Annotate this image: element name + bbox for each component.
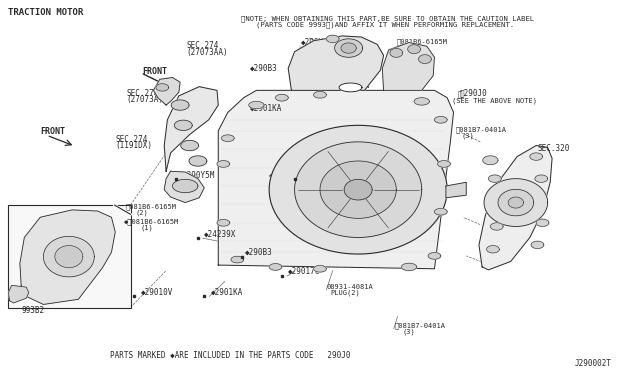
Polygon shape: [249, 102, 264, 109]
Text: (27073AA): (27073AA): [186, 48, 228, 57]
Polygon shape: [344, 179, 372, 200]
Polygon shape: [294, 142, 422, 237]
Text: (27073A): (27073A): [126, 95, 163, 104]
Text: (SEE THE ABOVE NOTE): (SEE THE ABOVE NOTE): [452, 97, 537, 104]
Text: ①081B6-6165M: ①081B6-6165M: [396, 39, 447, 45]
Polygon shape: [508, 197, 524, 208]
Text: ◆②081B6-6165M: ◆②081B6-6165M: [124, 218, 179, 225]
Polygon shape: [231, 256, 244, 263]
Text: FRONT: FRONT: [40, 127, 65, 137]
Polygon shape: [488, 175, 501, 182]
Text: (2): (2): [136, 210, 148, 216]
Text: 993B2: 993B2: [21, 307, 44, 315]
Polygon shape: [535, 175, 548, 182]
Polygon shape: [490, 223, 503, 230]
Text: ◆290B3: ◆290B3: [250, 64, 278, 73]
Polygon shape: [435, 116, 447, 123]
Text: ◆290Y6: ◆290Y6: [396, 193, 424, 202]
Text: ◆29017C: ◆29017C: [288, 267, 321, 276]
Polygon shape: [173, 179, 198, 193]
Text: ※: ※: [458, 90, 462, 99]
Polygon shape: [428, 253, 441, 259]
Text: 08931-4081A: 08931-4081A: [326, 284, 373, 290]
Polygon shape: [531, 241, 544, 248]
Polygon shape: [414, 98, 429, 105]
Text: ◆290Y5M: ◆290Y5M: [183, 170, 216, 179]
Polygon shape: [164, 87, 218, 171]
Polygon shape: [288, 36, 383, 90]
Polygon shape: [484, 179, 548, 227]
Text: ※290J0: ※290J0: [460, 88, 488, 97]
Polygon shape: [483, 156, 498, 165]
Polygon shape: [438, 161, 451, 167]
Polygon shape: [339, 83, 362, 92]
Text: J290002T: J290002T: [574, 359, 611, 368]
Polygon shape: [382, 42, 435, 90]
Polygon shape: [314, 266, 326, 272]
Polygon shape: [498, 189, 534, 216]
Polygon shape: [435, 208, 447, 215]
Text: ◆29010V: ◆29010V: [141, 287, 173, 296]
Polygon shape: [326, 35, 339, 42]
Text: (3): (3): [403, 328, 415, 335]
Polygon shape: [408, 45, 420, 54]
Polygon shape: [217, 161, 230, 167]
Polygon shape: [8, 285, 29, 303]
Text: PLUG(2): PLUG(2): [330, 290, 360, 296]
Polygon shape: [335, 39, 363, 57]
FancyBboxPatch shape: [8, 205, 131, 308]
Polygon shape: [446, 182, 467, 198]
Polygon shape: [269, 264, 282, 270]
Polygon shape: [341, 43, 356, 53]
Polygon shape: [401, 263, 417, 270]
Polygon shape: [164, 171, 204, 202]
Text: PARTS MARKED ◆ARE INCLUDED IN THE PARTS CODE   290J0: PARTS MARKED ◆ARE INCLUDED IN THE PARTS …: [110, 351, 351, 360]
Polygon shape: [20, 210, 115, 304]
Polygon shape: [154, 77, 180, 105]
Text: SEC.320: SEC.320: [538, 144, 570, 153]
Polygon shape: [44, 236, 94, 277]
Text: ②081B7-0401A: ②081B7-0401A: [456, 126, 507, 133]
Polygon shape: [530, 153, 543, 160]
Text: SEC.274: SEC.274: [115, 135, 148, 144]
Polygon shape: [175, 120, 192, 131]
Text: ◆2901KA: ◆2901KA: [250, 103, 282, 112]
Polygon shape: [156, 84, 169, 91]
Polygon shape: [172, 100, 189, 110]
Text: SEC.274: SEC.274: [186, 41, 219, 50]
Text: (2): (2): [406, 46, 419, 52]
Polygon shape: [479, 145, 552, 270]
Polygon shape: [269, 125, 447, 254]
Polygon shape: [221, 135, 234, 141]
Text: ◆2901KA: ◆2901KA: [211, 287, 243, 296]
Polygon shape: [217, 219, 230, 226]
Text: ②081B6-6165M: ②081B6-6165M: [126, 203, 177, 210]
Polygon shape: [189, 156, 207, 166]
Text: ◆290Y6M: ◆290Y6M: [301, 38, 333, 47]
Text: FRONT: FRONT: [142, 67, 167, 76]
Polygon shape: [390, 48, 403, 57]
Text: (PARTS CODE 9993①)AND AFFIX IT WHEN PERFORMING REPLACEMENT.: (PARTS CODE 9993①)AND AFFIX IT WHEN PERF…: [257, 21, 515, 28]
Text: ◆290Y6N: ◆290Y6N: [338, 80, 370, 89]
Polygon shape: [320, 161, 396, 218]
Text: TRACTION MOTOR: TRACTION MOTOR: [8, 8, 84, 17]
Polygon shape: [486, 246, 499, 253]
Polygon shape: [275, 94, 288, 101]
Text: ◆290B3: ◆290B3: [245, 248, 273, 257]
Text: ②081B7-0401A: ②081B7-0401A: [395, 322, 446, 329]
Polygon shape: [55, 246, 83, 268]
Text: ◆24239X: ◆24239X: [204, 229, 237, 238]
Text: ※NOTE; WHEN OBTAINING THIS PART,BE SURE TO OBTAIN THE CAUTION LABEL: ※NOTE; WHEN OBTAINING THIS PART,BE SURE …: [241, 15, 534, 22]
Polygon shape: [314, 92, 326, 98]
Text: ◆290Y6N: ◆290Y6N: [269, 170, 301, 179]
Polygon shape: [536, 219, 549, 227]
Text: (1): (1): [141, 225, 154, 231]
Text: (3): (3): [461, 133, 474, 139]
Polygon shape: [218, 90, 454, 269]
Polygon shape: [180, 140, 198, 151]
Text: SEC.274: SEC.274: [126, 89, 159, 98]
Text: (1191DX): (1191DX): [115, 141, 152, 150]
Polygon shape: [419, 55, 431, 64]
